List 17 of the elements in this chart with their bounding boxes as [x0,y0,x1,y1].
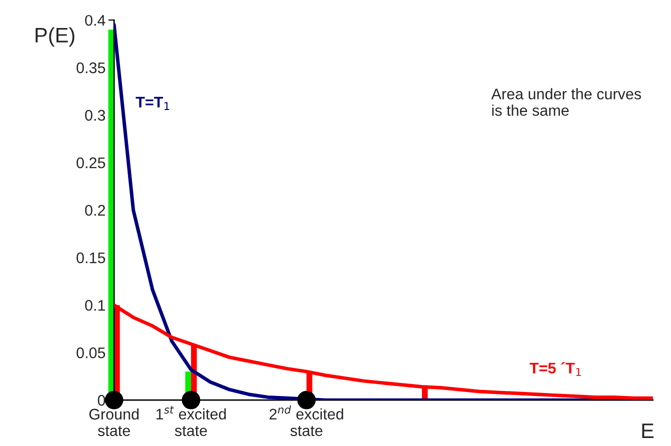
series-label: T=T$_{1}$ [136,96,170,110]
y-tick-label: 0.15 [76,252,106,264]
x-tick-label: 1$^{st}$ excited state [156,406,226,436]
x-tick-label: Ground state [89,408,139,436]
annotation: Area under the curves is the same [491,88,642,116]
y-tick-label: 0.35 [76,62,106,74]
y-tick-label: 0.05 [76,347,106,358]
series-label: T=5 ´T$_{1}$ [530,362,581,376]
x-tick-label: 2$^{nd}$ excited state [270,405,344,436]
y-tick-label: 0.1 [85,300,105,311]
y-tick-label: 0.3 [85,110,106,121]
y-tick-label: 0 [98,394,106,406]
y-axis-title: P(E) [36,27,74,47]
y-tick-label: 0.2 [85,204,105,216]
x-axis-title: E [642,424,654,438]
y-tick-label: 0.25 [76,157,106,168]
y-tick-label: 0.4 [85,14,106,26]
